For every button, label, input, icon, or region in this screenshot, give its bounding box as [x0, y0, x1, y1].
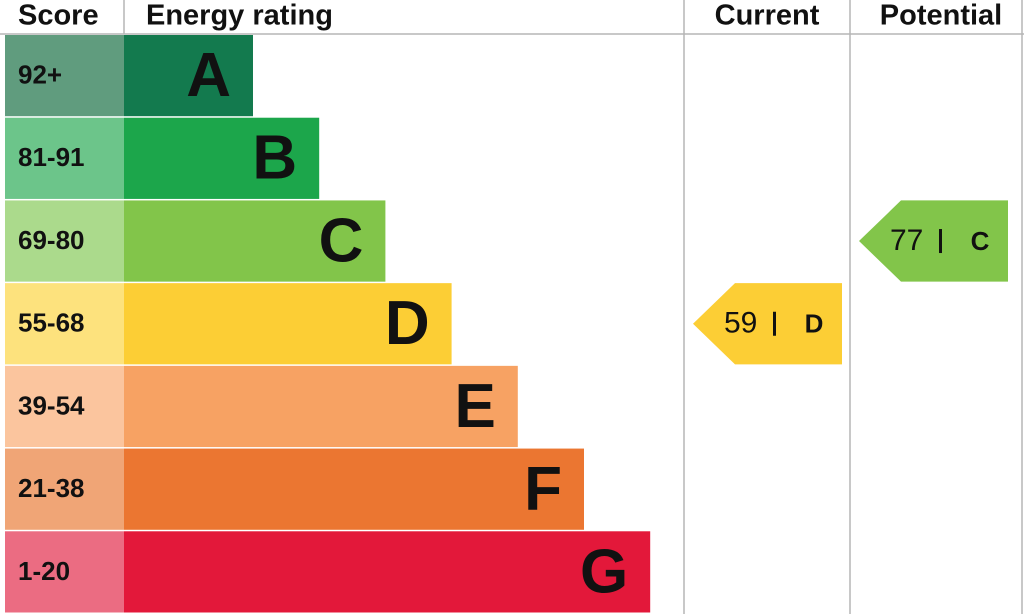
score-cell	[5, 200, 124, 282]
rating-bar	[124, 283, 452, 365]
current-marker	[693, 283, 842, 365]
score-cell	[5, 117, 124, 199]
rating-letter: G	[580, 537, 628, 606]
rating-bar	[124, 200, 386, 282]
score-range: 1-20	[18, 556, 70, 586]
potential-header: Potential	[880, 0, 1002, 32]
potential-separator	[939, 229, 942, 254]
current-separator	[773, 311, 776, 336]
rating-letter: B	[252, 124, 297, 193]
rating-letter: E	[454, 372, 495, 441]
score-header: Score	[18, 0, 99, 32]
potential-value: 77	[890, 224, 923, 257]
score-range: 39-54	[18, 390, 85, 420]
score-cell	[5, 365, 124, 448]
rating-letter: D	[385, 289, 430, 358]
rating-letter: F	[524, 455, 562, 524]
score-cell	[5, 35, 124, 117]
current-value: 59	[724, 307, 757, 340]
rating-header: Energy rating	[146, 0, 333, 32]
rating-letter: C	[319, 206, 364, 275]
score-range: 21-38	[18, 473, 85, 503]
score-range: 92+	[18, 59, 62, 89]
score-range: 81-91	[18, 142, 85, 172]
current-letter: D	[805, 309, 824, 339]
rating-letter: A	[186, 41, 231, 110]
rating-bar	[124, 365, 518, 448]
score-range: 69-80	[18, 225, 85, 255]
score-range: 55-68	[18, 308, 85, 338]
potential-marker	[859, 200, 1008, 282]
rating-bar	[124, 448, 584, 530]
rating-bar	[124, 35, 253, 117]
current-header: Current	[715, 0, 820, 32]
score-cell	[5, 531, 124, 613]
potential-letter: C	[971, 226, 990, 256]
score-cell	[5, 448, 124, 530]
rating-bar	[124, 531, 651, 613]
rating-bar	[124, 117, 320, 199]
score-cell	[5, 283, 124, 365]
